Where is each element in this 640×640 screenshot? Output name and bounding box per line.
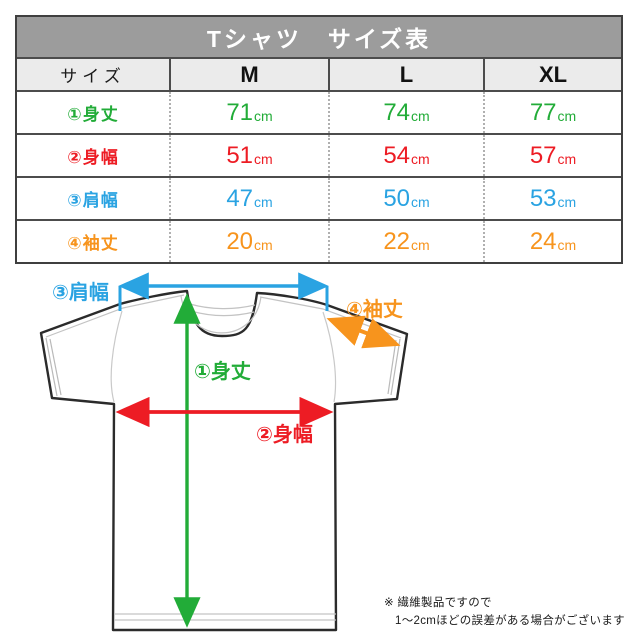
value-cell: 47 cm: [169, 178, 328, 219]
tshirt-measurement-diagram: [39, 272, 409, 632]
value-unit: cm: [411, 236, 430, 253]
diagram-label-sleeve-length: ④袖丈: [346, 299, 403, 321]
value-number: 50: [383, 184, 411, 212]
value-cell: 57 cm: [483, 135, 621, 176]
value-number: 20: [226, 227, 254, 255]
value-number: 77: [529, 98, 557, 126]
value-cell: 22 cm: [328, 221, 483, 262]
value-number: 71: [226, 98, 254, 126]
value-number: 57: [529, 141, 557, 169]
value-number: 54: [383, 141, 411, 169]
value-number: 22: [383, 227, 411, 255]
row-label: ④袖丈: [67, 234, 119, 253]
footnote: ※ 繊維製品ですので 1〜2cmほどの誤差がある場合がございます: [384, 595, 625, 631]
footnote-line2: 1〜2cmほどの誤差がある場合がございます: [395, 614, 625, 627]
value-number: 24: [529, 227, 557, 255]
value-number: 53: [529, 184, 557, 212]
table-header-row: サイズ M L XL: [17, 57, 621, 90]
table-row-shoulder-width: ③肩幅 47 cm 50 cm 53 cm: [17, 176, 621, 219]
value-unit: cm: [557, 236, 577, 253]
value-unit: cm: [557, 107, 577, 124]
value-cell: 77 cm: [483, 92, 621, 133]
table-title: Tシャツ サイズ表: [17, 17, 621, 57]
table-row-sleeve-length: ④袖丈 20 cm 22 cm 24 cm: [17, 219, 621, 262]
header-col-xl: XL: [483, 59, 621, 90]
size-table: Tシャツ サイズ表 サイズ M L XL ①身丈 71 cm 74 cm 77 cm …: [15, 15, 623, 264]
footnote-line1: ※ 繊維製品ですので: [384, 597, 492, 609]
tshirt-outline: [39, 289, 409, 632]
diagram-label-shoulder-width: ③肩幅: [52, 282, 109, 304]
value-cell: 24 cm: [483, 221, 621, 262]
value-unit: cm: [557, 150, 577, 167]
table-row-body-length: ①身丈 71 cm 74 cm 77 cm: [17, 90, 621, 133]
value-unit: cm: [557, 193, 577, 210]
value-unit: cm: [254, 107, 273, 124]
value-unit: cm: [254, 236, 273, 253]
value-number: 74: [383, 98, 411, 126]
header-size: サイズ: [60, 67, 126, 86]
value-cell: 51 cm: [169, 135, 328, 176]
value-unit: cm: [254, 193, 273, 210]
value-number: 47: [226, 184, 254, 212]
value-cell: 20 cm: [169, 221, 328, 262]
header-col-m: M: [169, 59, 328, 90]
row-label: ②身幅: [67, 148, 119, 167]
value-cell: 53 cm: [483, 178, 621, 219]
value-cell: 54 cm: [328, 135, 483, 176]
row-label: ①身丈: [67, 105, 119, 124]
table-row-body-width: ②身幅 51 cm 54 cm 57 cm: [17, 133, 621, 176]
value-unit: cm: [411, 193, 430, 210]
diagram-label-body-length: ①身丈: [194, 361, 251, 383]
value-number: 51: [226, 141, 254, 169]
value-unit: cm: [254, 150, 273, 167]
diagram-label-body-width: ②身幅: [256, 424, 313, 446]
row-label: ③肩幅: [67, 191, 119, 210]
value-unit: cm: [411, 107, 430, 124]
value-cell: 74 cm: [328, 92, 483, 133]
shoulder-width-arrow: [118, 272, 329, 311]
value-cell: 50 cm: [328, 178, 483, 219]
header-col-l: L: [328, 59, 483, 90]
value-unit: cm: [411, 150, 430, 167]
value-cell: 71 cm: [169, 92, 328, 133]
sleeve-length-arrow: [326, 315, 401, 349]
